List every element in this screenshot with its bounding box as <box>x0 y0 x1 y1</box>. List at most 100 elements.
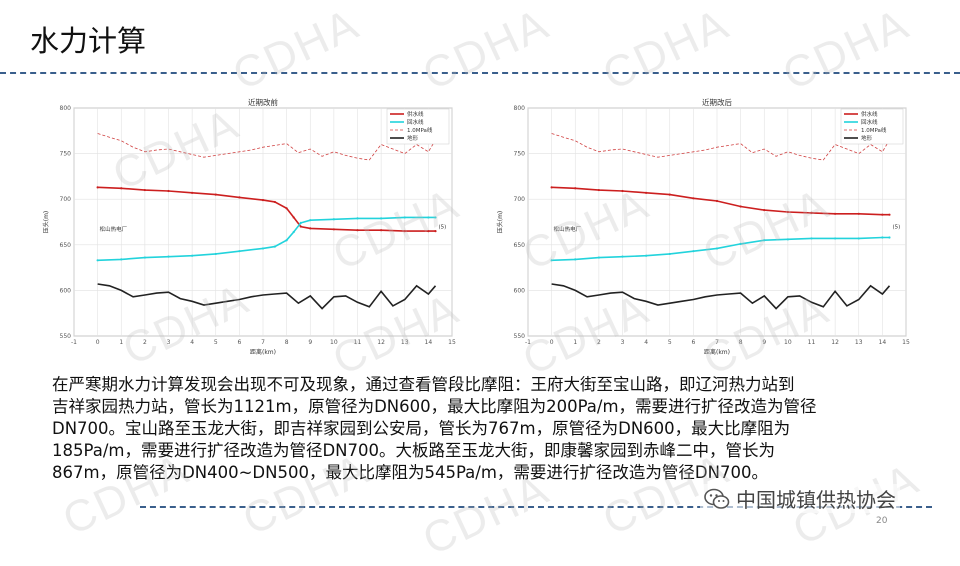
end-station-label: (5) <box>438 224 446 230</box>
data-point <box>214 193 217 196</box>
page-number: 20 <box>876 516 888 526</box>
x-axis-label: 距离(km) <box>250 348 276 356</box>
x-tick-label: -1 <box>525 339 531 346</box>
data-point <box>692 250 695 253</box>
x-tick-label: 13 <box>401 339 409 346</box>
x-tick-label: 4 <box>190 339 194 346</box>
data-point <box>668 193 671 196</box>
series-line-地形 <box>97 283 437 310</box>
legend-label: 1.0MPa线 <box>407 126 433 134</box>
data-point <box>834 237 837 240</box>
y-tick-label: 550 <box>514 333 526 340</box>
x-tick-label: 7 <box>715 339 719 346</box>
y-tick-label: 800 <box>514 105 526 112</box>
data-point <box>261 199 265 202</box>
data-point <box>120 187 123 190</box>
x-tick-label: 15 <box>902 339 910 346</box>
x-tick-label: 14 <box>879 339 887 346</box>
data-point <box>309 227 312 230</box>
x-tick-label: -1 <box>71 339 77 346</box>
x-tick-label: 0 <box>96 339 100 346</box>
data-point <box>763 209 766 212</box>
x-tick-label: 12 <box>831 339 839 346</box>
chart-title: 近期改前 <box>248 97 278 107</box>
data-point <box>332 218 335 221</box>
data-point <box>621 189 624 193</box>
series-line-1.0MPa线 <box>551 133 890 161</box>
x-tick-label: 5 <box>214 339 218 346</box>
data-point <box>356 229 359 232</box>
x-tick-label: 15 <box>448 339 456 346</box>
x-tick-label: 11 <box>354 339 362 346</box>
x-tick-label: 1 <box>119 339 123 346</box>
watermark-text: CDHA <box>595 0 737 100</box>
legend-label: 供水线 <box>861 110 878 118</box>
data-point <box>597 188 600 192</box>
data-point <box>715 199 719 203</box>
data-point <box>888 236 891 239</box>
legend-label: 回水线 <box>407 118 424 126</box>
data-point <box>191 254 194 257</box>
data-point <box>292 216 295 219</box>
y-tick-label: 600 <box>60 287 72 294</box>
data-point <box>857 212 860 215</box>
legend-label: 1.0MPa线 <box>861 126 887 134</box>
start-station-label: 松山热电厂 <box>554 225 582 233</box>
top-divider <box>0 72 960 74</box>
data-point <box>167 255 170 258</box>
data-point <box>427 216 430 219</box>
org-logo: 中国城镇供热协会 <box>700 484 900 513</box>
x-tick-label: 4 <box>644 339 648 346</box>
data-point <box>645 254 648 257</box>
y-axis-label: 压头(m) <box>42 211 50 234</box>
data-point <box>273 200 276 204</box>
data-point <box>299 225 302 228</box>
data-point <box>380 229 383 232</box>
data-point <box>238 196 241 199</box>
x-tick-label: 12 <box>377 339 385 346</box>
x-tick-label: 9 <box>762 339 766 346</box>
x-tick-label: 10 <box>784 339 792 346</box>
data-point <box>299 221 302 225</box>
data-point <box>763 239 766 242</box>
data-point <box>332 228 335 231</box>
data-point <box>120 258 123 261</box>
data-point <box>739 242 742 245</box>
x-tick-label: 10 <box>330 339 338 346</box>
data-point <box>285 207 288 210</box>
y-tick-label: 750 <box>514 151 526 158</box>
data-point <box>786 238 789 241</box>
data-point <box>715 247 719 250</box>
series-line-1.0MPa线 <box>97 133 436 161</box>
y-tick-label: 650 <box>514 242 526 249</box>
data-point <box>380 217 383 220</box>
x-tick-label: 14 <box>425 339 433 346</box>
data-point <box>881 213 884 216</box>
x-tick-label: 7 <box>261 339 265 346</box>
y-axis-label: 压头(m) <box>496 211 504 234</box>
data-point <box>238 250 241 253</box>
data-point <box>356 217 359 220</box>
chart-svg: -1 0 1 2 3 4 5 6 7 8 9 10 11 12 13 14 155506006507007508… <box>496 97 910 356</box>
x-axis-label: 距离(km) <box>704 348 730 356</box>
y-tick-label: 700 <box>60 196 72 203</box>
slide-title: 水力计算 <box>30 24 147 58</box>
data-point <box>786 210 789 214</box>
y-tick-label: 650 <box>60 242 72 249</box>
chart-title: 近期改后 <box>702 97 732 107</box>
data-point <box>550 259 553 262</box>
x-tick-label: 5 <box>668 339 672 346</box>
legend-label: 供水线 <box>407 110 424 118</box>
data-point <box>191 191 194 194</box>
data-point <box>434 230 437 233</box>
x-tick-label: 9 <box>308 339 312 346</box>
y-tick-label: 550 <box>60 333 72 340</box>
data-point <box>292 230 295 234</box>
y-tick-label: 750 <box>60 151 72 158</box>
data-point <box>881 236 884 239</box>
watermark-text: CDHA <box>415 0 557 100</box>
data-point <box>810 237 813 240</box>
data-point <box>434 216 437 219</box>
data-point <box>810 211 813 214</box>
data-point <box>96 186 99 189</box>
